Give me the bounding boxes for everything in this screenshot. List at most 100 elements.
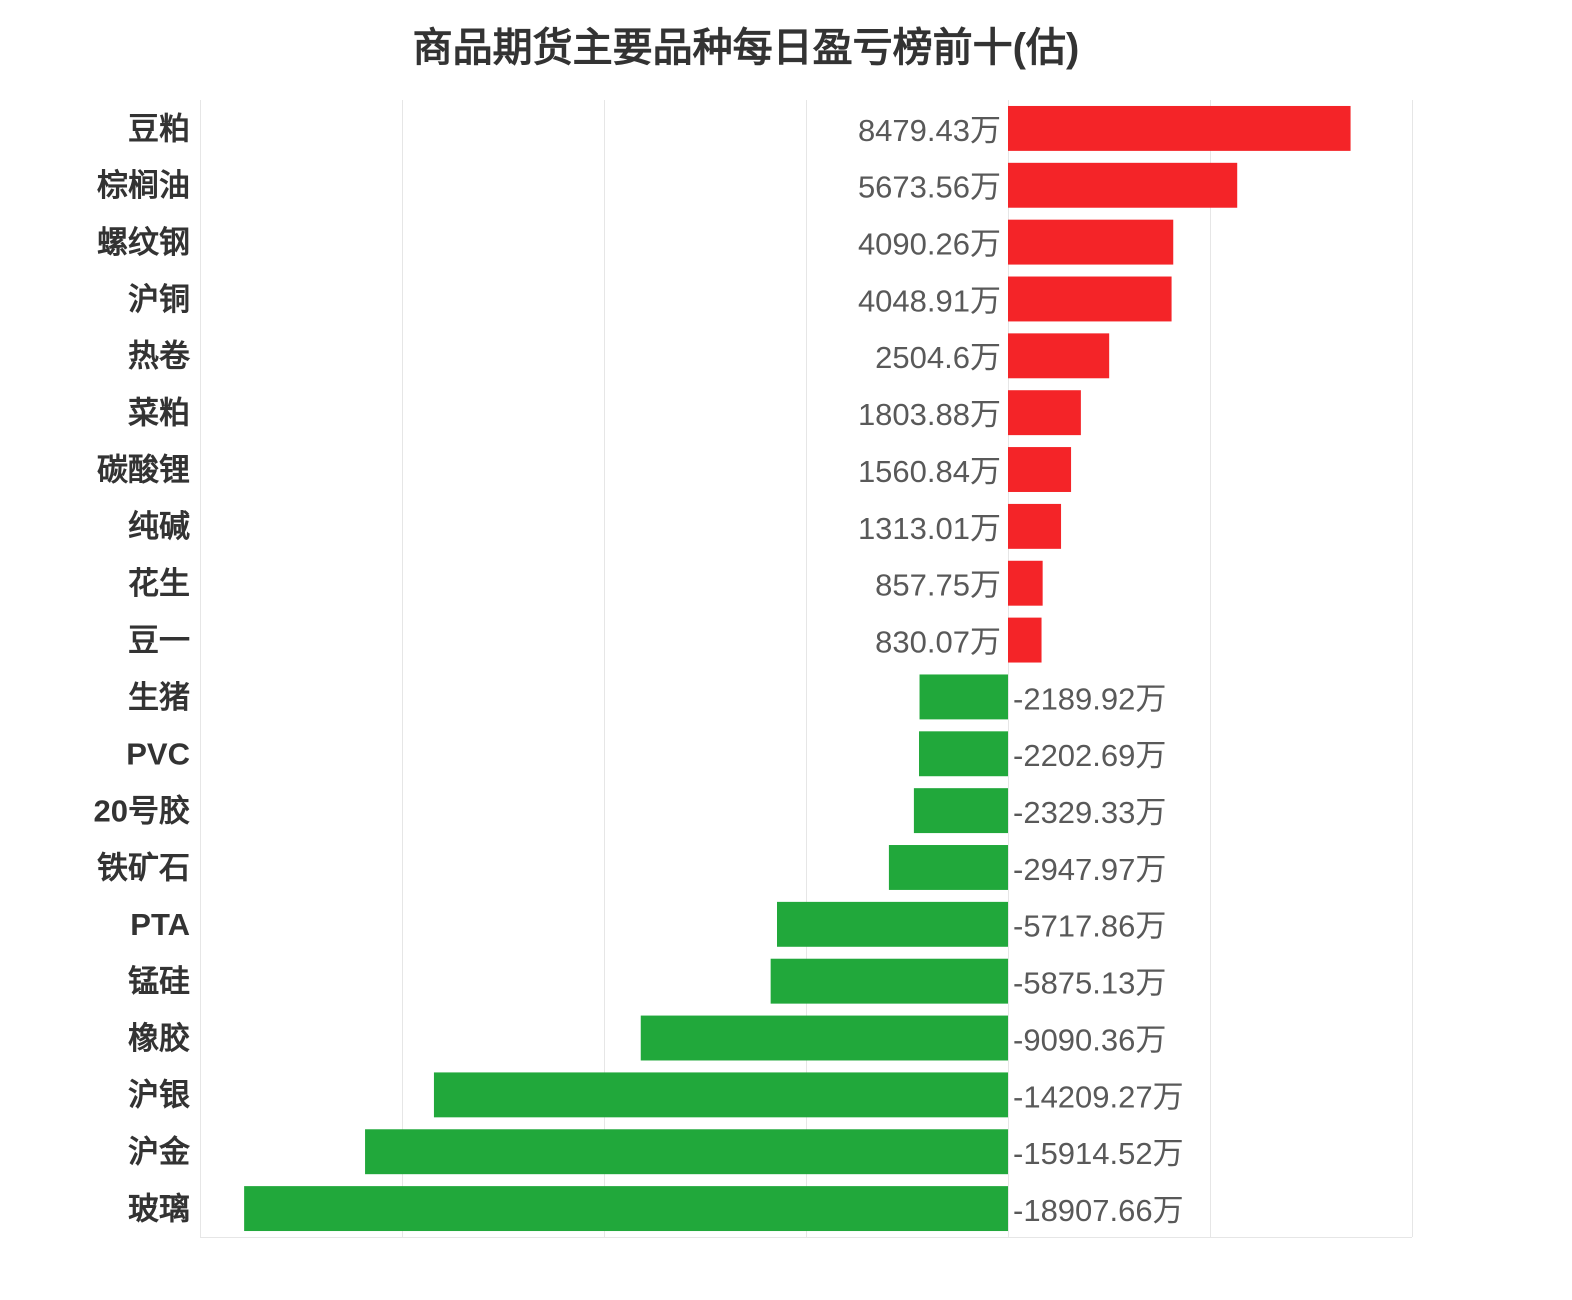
value-label-9: 830.07万: [875, 624, 1001, 659]
value-unit-0: 万: [970, 113, 1001, 148]
bar-6: [1008, 447, 1072, 492]
value-label-1: 5673.56万: [858, 170, 1001, 205]
value-label-4: 2504.6万: [875, 340, 1001, 375]
value-unit-1: 万: [970, 170, 1001, 205]
value-number-15: -5875.13: [1013, 966, 1135, 1001]
value-label-19: -18907.66万: [1013, 1193, 1184, 1228]
category-label-13: 铁矿石: [97, 850, 190, 885]
bar-18: [365, 1129, 1008, 1175]
bar-11: [919, 731, 1008, 777]
bar-13: [888, 845, 1008, 890]
value-label-13: -2947.97万: [1013, 852, 1166, 887]
category-label-4: 热卷: [128, 339, 191, 374]
value-unit-12: 万: [1135, 795, 1166, 830]
bar-14: [776, 901, 1008, 947]
value-number-18: -15914.52: [1013, 1136, 1153, 1171]
value-number-3: 4048.91: [858, 283, 970, 318]
value-label-0: 8479.43万: [858, 113, 1001, 148]
value-unit-17: 万: [1153, 1079, 1184, 1114]
value-unit-13: 万: [1135, 852, 1166, 887]
value-label-17: -14209.27万: [1013, 1079, 1184, 1114]
bar-2: [1008, 219, 1174, 265]
category-label-18: 沪金: [128, 1135, 191, 1170]
value-unit-8: 万: [970, 568, 1001, 603]
bar-19: [244, 1186, 1008, 1232]
category-label-1: 棕榈油: [97, 168, 190, 203]
value-label-14: -5717.86万: [1013, 909, 1166, 944]
value-label-16: -9090.36万: [1013, 1022, 1166, 1057]
bar-17: [433, 1072, 1008, 1118]
value-label-18: -15914.52万: [1013, 1136, 1184, 1171]
category-label-16: 橡胶: [128, 1021, 190, 1056]
category-label-6: 碳酸锂: [97, 452, 190, 487]
value-unit-3: 万: [970, 283, 1001, 318]
value-number-17: -14209.27: [1013, 1079, 1153, 1114]
value-unit-10: 万: [1135, 681, 1166, 716]
value-unit-4: 万: [970, 340, 1001, 375]
value-number-10: -2189.92: [1013, 681, 1135, 716]
value-number-0: 8479.43: [858, 113, 970, 148]
value-number-5: 1803.88: [858, 397, 970, 432]
category-label-5: 菜粕: [128, 396, 190, 431]
value-number-14: -5717.86: [1013, 909, 1135, 944]
value-label-7: 1313.01万: [858, 511, 1001, 546]
bar-7: [1008, 503, 1062, 549]
value-number-8: 857.75: [875, 568, 970, 603]
value-number-9: 830.07: [875, 624, 970, 659]
category-label-11: PVC: [126, 737, 190, 772]
bar-12: [913, 788, 1008, 834]
value-unit-15: 万: [1135, 966, 1166, 1001]
category-label-14: PTA: [130, 907, 190, 942]
value-number-6: 1560.84: [858, 454, 970, 489]
bar-4: [1008, 333, 1110, 379]
value-label-2: 4090.26万: [858, 227, 1001, 262]
value-label-5: 1803.88万: [858, 397, 1001, 432]
category-label-12: 20号胶: [94, 793, 190, 828]
value-number-11: -2202.69: [1013, 738, 1135, 773]
value-label-6: 1560.84万: [858, 454, 1001, 489]
value-unit-19: 万: [1153, 1193, 1184, 1228]
value-unit-9: 万: [970, 624, 1001, 659]
value-label-3: 4048.91万: [858, 283, 1001, 318]
bar-15: [770, 958, 1008, 1004]
category-label-0: 豆粕: [128, 111, 190, 146]
value-number-2: 4090.26: [858, 227, 970, 262]
value-number-4: 2504.6: [875, 340, 970, 375]
value-unit-18: 万: [1153, 1136, 1184, 1171]
value-number-12: -2329.33: [1013, 795, 1135, 830]
category-label-3: 沪铜: [128, 282, 190, 317]
category-label-8: 花生: [128, 566, 190, 601]
value-number-19: -18907.66: [1013, 1193, 1153, 1228]
category-label-17: 沪银: [128, 1078, 190, 1113]
value-number-16: -9090.36: [1013, 1022, 1135, 1057]
bar-0: [1008, 105, 1351, 151]
category-label-15: 锰硅: [128, 964, 190, 999]
bar-1: [1008, 162, 1238, 208]
value-unit-14: 万: [1135, 909, 1166, 944]
value-number-13: -2947.97: [1013, 852, 1135, 887]
value-number-1: 5673.56: [858, 170, 970, 205]
value-unit-11: 万: [1135, 738, 1166, 773]
value-label-12: -2329.33万: [1013, 795, 1166, 830]
value-unit-2: 万: [970, 227, 1001, 262]
category-label-7: 纯碱: [128, 509, 190, 544]
gridlines: [200, 100, 1413, 1238]
chart-title: 商品期货主要品种每日盈亏榜前十(估): [413, 26, 1080, 70]
value-unit-7: 万: [970, 511, 1001, 546]
bar-9: [1008, 617, 1042, 663]
value-unit-6: 万: [970, 454, 1001, 489]
bar-5: [1008, 390, 1081, 436]
value-label-8: 857.75万: [875, 568, 1001, 603]
category-label-19: 玻璃: [128, 1191, 190, 1226]
value-label-11: -2202.69万: [1013, 738, 1166, 773]
category-label-10: 生猪: [128, 680, 190, 715]
value-label-15: -5875.13万: [1013, 966, 1166, 1001]
bars: [244, 105, 1351, 1232]
category-label-2: 螺纹钢: [97, 225, 190, 260]
bar-16: [640, 1015, 1008, 1061]
bar-8: [1008, 560, 1043, 606]
bar-3: [1008, 276, 1172, 322]
